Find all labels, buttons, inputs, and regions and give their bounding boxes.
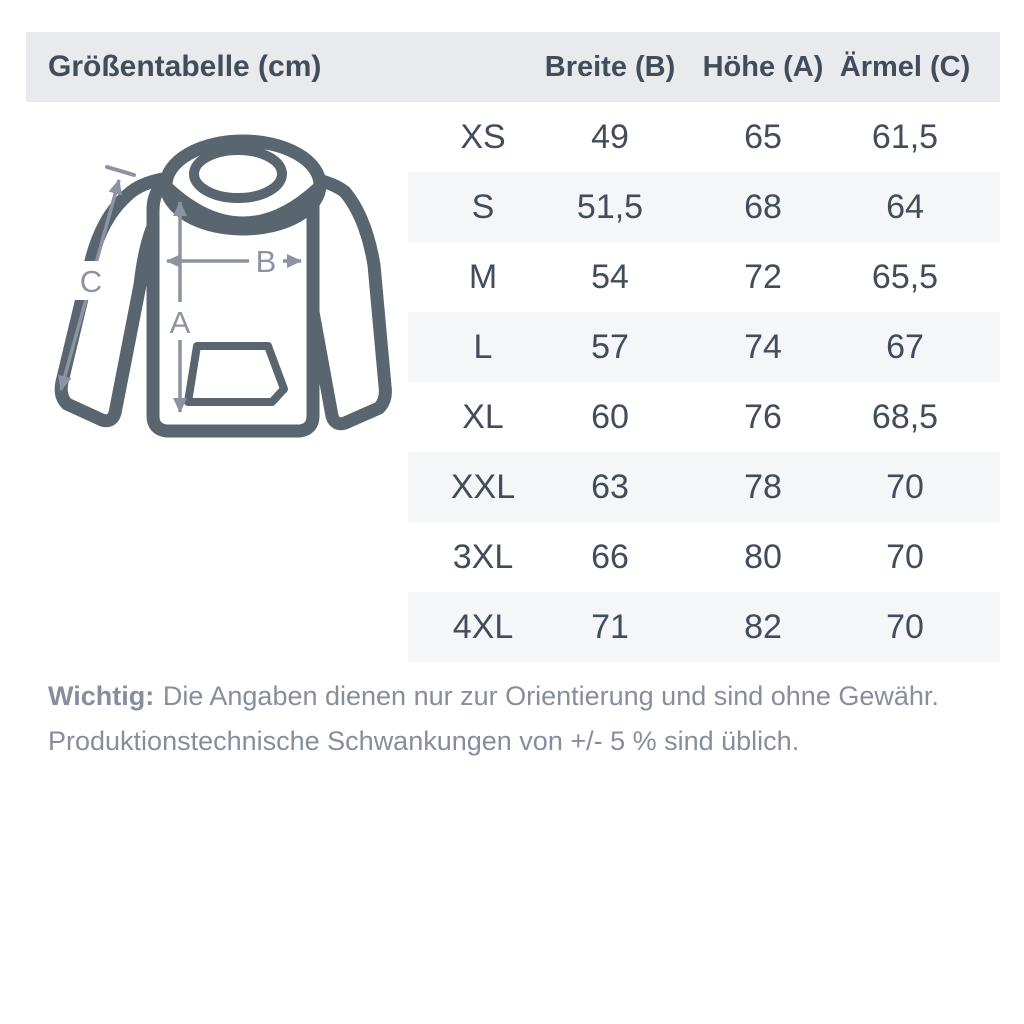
- size-cell: S: [471, 187, 495, 226]
- breite-cell: 66: [591, 537, 629, 576]
- size-cell: 3XL: [452, 537, 514, 576]
- aermel-cell: 68,5: [871, 397, 939, 436]
- breite-cell: 63: [591, 467, 629, 506]
- hoodie-hood: [159, 134, 327, 236]
- table-row: 3XL 66 80 70: [408, 522, 1000, 592]
- dimension-arrow-c: C: [57, 165, 136, 391]
- table-row: 4XL 71 82 70: [408, 592, 1000, 662]
- disclaimer-text-1: Die Angaben dienen nur zur Orientierung …: [162, 681, 939, 711]
- hoehe-cell: 80: [744, 537, 782, 576]
- aermel-cell: 61,5: [871, 117, 939, 156]
- table-row: M 54 72 65,5: [408, 242, 1000, 312]
- disclaimer-line-2: Produktionstechnische Schwankungen von +…: [48, 726, 800, 756]
- hoodie-pocket: [184, 342, 288, 406]
- dimension-label-b: B: [256, 244, 277, 279]
- dimension-arrow-a: A: [164, 201, 196, 413]
- aermel-cell: 67: [886, 327, 924, 366]
- breite-cell: 57: [591, 327, 629, 366]
- disclaimer-line-1: Wichtig: Die Angaben dienen nur zur Orien…: [48, 674, 958, 719]
- disclaimer-prefix: Wichtig:: [48, 681, 155, 711]
- size-cell: M: [468, 257, 498, 296]
- size-cell: XS: [460, 117, 506, 156]
- hoehe-cell: 78: [744, 467, 782, 506]
- breite-cell: 51,5: [576, 187, 644, 226]
- hoodie-measurement-diagram: C B A: [54, 134, 392, 438]
- column-header-hoehe: Höhe (A): [702, 50, 824, 83]
- page-title: Größentabelle (cm): [48, 50, 322, 83]
- disclaimer-note: Wichtig: Die Angaben dienen nur zur Orien…: [48, 674, 958, 764]
- breite-cell: 54: [591, 257, 629, 296]
- size-table-body: XS 49 65 61,5 S 51,5 68 64 M 54 72 65,5 …: [408, 102, 1000, 662]
- breite-cell: 49: [591, 117, 629, 156]
- size-cell: 4XL: [452, 607, 514, 646]
- hoehe-cell: 68: [744, 187, 782, 226]
- table-row: XL 60 76 68,5: [408, 382, 1000, 452]
- dimension-label-a: A: [170, 305, 191, 340]
- table-row: XS 49 65 61,5: [408, 102, 1000, 172]
- size-cell: XXL: [450, 467, 516, 506]
- dimension-label-c: C: [80, 264, 102, 299]
- aermel-cell: 70: [886, 467, 924, 506]
- dimension-arrow-b: B: [166, 242, 302, 280]
- size-cell: XL: [462, 397, 504, 436]
- column-header-aermel: Ärmel (C): [839, 50, 971, 83]
- hoehe-cell: 82: [744, 607, 782, 646]
- hoehe-cell: 74: [744, 327, 782, 366]
- hoehe-cell: 76: [744, 397, 782, 436]
- column-header-size-spacer: [408, 32, 558, 102]
- breite-cell: 60: [591, 397, 629, 436]
- aermel-cell: 70: [886, 537, 924, 576]
- hoehe-cell: 65: [744, 117, 782, 156]
- hoehe-cell: 72: [744, 257, 782, 296]
- breite-cell: 71: [591, 607, 629, 646]
- size-cell: L: [473, 327, 493, 366]
- column-header-row: Breite (B) Höhe (A) Ärmel (C): [408, 32, 1000, 102]
- aermel-cell: 65,5: [871, 257, 939, 296]
- table-row: XXL 63 78 70: [408, 452, 1000, 522]
- size-chart-header: Größentabelle (cm) Breite (B) Höhe (A) Ä…: [26, 32, 1000, 102]
- aermel-cell: 64: [886, 187, 924, 226]
- table-row: S 51,5 68 64: [408, 172, 1000, 242]
- aermel-cell: 70: [886, 607, 924, 646]
- column-header-breite: Breite (B): [544, 50, 676, 83]
- table-row: L 57 74 67: [408, 312, 1000, 382]
